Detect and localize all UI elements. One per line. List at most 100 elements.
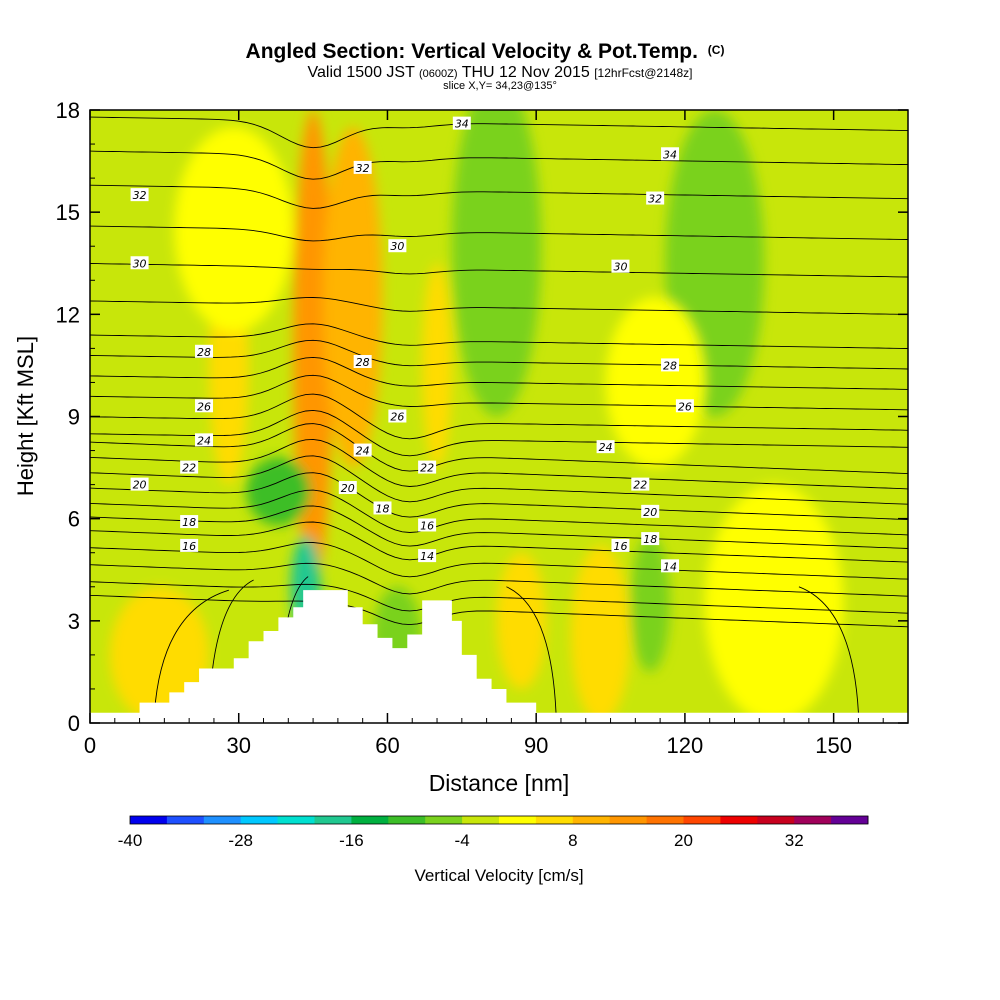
contour-label-text: 32 [648, 193, 662, 206]
contour-label: 22 [180, 460, 199, 475]
colorbar-swatch [240, 816, 279, 824]
x-axis-label: Distance [nm] [429, 770, 570, 796]
contour-label: 26 [675, 399, 694, 413]
contour-label-text: 34 [663, 148, 677, 161]
contour-label-text: 16 [420, 519, 434, 532]
colorbar-tick-label: 32 [785, 831, 804, 850]
colorbar: -40 -28 -16 -4 8 20 32 [118, 815, 869, 850]
contour-label-bg [596, 440, 615, 454]
contour-label-bg [180, 460, 199, 474]
colorbar-tick-label: -16 [339, 831, 364, 850]
velocity-cell [422, 263, 452, 468]
contour-label-bg [418, 518, 437, 532]
contour-label: 28 [195, 344, 214, 359]
pot-temp-contour [90, 225, 908, 242]
velocity-cell [704, 484, 844, 723]
x-tick-label: 30 [226, 733, 250, 758]
pot-temp-contour [90, 472, 908, 521]
colorbar-swatch [794, 816, 832, 824]
velocity-cell [570, 545, 631, 723]
contour-label: 14 [661, 559, 680, 573]
contour-label: 16 [418, 518, 437, 532]
x-tick-label: 120 [667, 733, 704, 758]
pot-temp-contour [90, 455, 908, 505]
contour-label: 20 [130, 477, 149, 492]
contour-label-bg [388, 409, 407, 423]
contour-label-text: 30 [613, 261, 627, 274]
contour-label-text: 18 [375, 502, 389, 515]
colorbar-tick-label: -28 [228, 831, 253, 850]
contour-label: 24 [596, 440, 615, 454]
pot-temp-contour [798, 586, 859, 713]
contour-label-bg [418, 460, 437, 474]
y-tick-label: 15 [56, 200, 80, 225]
contour-label-bg [661, 358, 680, 372]
pot-temp-contour [90, 489, 908, 536]
contour-label-text: 16 [182, 540, 196, 553]
colorbar-tick-label: -4 [455, 831, 470, 850]
contour-label: 24 [195, 433, 214, 447]
contour-label-bg [195, 433, 214, 447]
y-axis-label: Height [Kft MSL] [13, 336, 38, 496]
contour-label-text: 28 [197, 346, 211, 359]
contour-label: 22 [631, 477, 650, 492]
pot-temp-contour [90, 542, 908, 580]
contour-label-text: 16 [613, 540, 627, 553]
pot-temp-contour [90, 521, 908, 563]
y-tick-label: 18 [56, 98, 80, 123]
velocity-cell [323, 127, 383, 468]
x-tick-label: 90 [524, 733, 548, 758]
contour-label: 28 [661, 358, 680, 372]
contour-label: 32 [353, 160, 372, 175]
contour-label: 14 [418, 549, 437, 563]
pot-temp-contour [90, 562, 908, 597]
contour-label-bg [641, 532, 660, 546]
chart-subtitle: Valid 1500 JST (0600Z) THU 12 Nov 2015 [… [308, 64, 693, 81]
contour-labels: 34 34 32 32 32 30 30 30 28 28 28 26 26 26 24 24 24 22 22 22… [130, 116, 694, 573]
subtitle-valid: Valid 1500 JST [308, 64, 416, 81]
contour-label: 20 [641, 504, 660, 519]
x-tick-label: 150 [815, 733, 852, 758]
contour-label-text: 28 [356, 356, 370, 369]
contour-label-bg [195, 344, 214, 358]
y-tick-label: 9 [68, 405, 80, 430]
contour-label: 20 [338, 481, 357, 495]
colorbar-swatch [462, 816, 500, 824]
pot-temp-contour [90, 116, 908, 149]
pot-temp-contour [90, 150, 908, 180]
contour-label-text: 22 [420, 462, 434, 475]
contour-label: 18 [373, 501, 392, 515]
contour-label-bg [180, 515, 199, 529]
y-axis: 0 3 6 9 12 15 18 [56, 98, 908, 736]
x-axis: 0 30 60 90 120 150 [84, 110, 909, 758]
contour-label: 16 [611, 538, 630, 553]
colorbar-swatch [166, 816, 205, 824]
colorbar-swatch [535, 816, 574, 824]
velocity-cell [605, 297, 705, 468]
subtitle-date: THU 12 Nov 2015 [462, 64, 590, 81]
x-tick-label: 60 [375, 733, 399, 758]
pot-temp-contour [506, 586, 557, 713]
y-tick-label: 0 [68, 711, 80, 736]
y-tick-label: 12 [56, 302, 80, 327]
contour-label: 34 [661, 147, 680, 161]
contour-label-bg [675, 399, 694, 413]
contour-label-bg [130, 256, 149, 270]
chart-title: Angled Section: Vertical Velocity & Pot.… [246, 40, 725, 63]
contour-label-bg [641, 504, 660, 518]
colorbar-swatch [831, 816, 869, 824]
pot-temp-contour [90, 356, 908, 390]
contour-label-bg [130, 188, 149, 202]
pot-temp-contour [90, 184, 908, 209]
contour-label-text: 34 [455, 118, 469, 131]
y-tick-label: 6 [68, 507, 80, 532]
contour-label-bg [646, 191, 665, 205]
colorbar-swatch [277, 816, 315, 824]
contour-label-bg [611, 538, 630, 552]
contour-label-text: 18 [182, 516, 196, 529]
contour-label-text: 30 [133, 257, 147, 270]
contour-label-text: 26 [390, 411, 404, 424]
x-tick-label: 0 [84, 733, 96, 758]
pot-temp-contour [90, 263, 908, 278]
